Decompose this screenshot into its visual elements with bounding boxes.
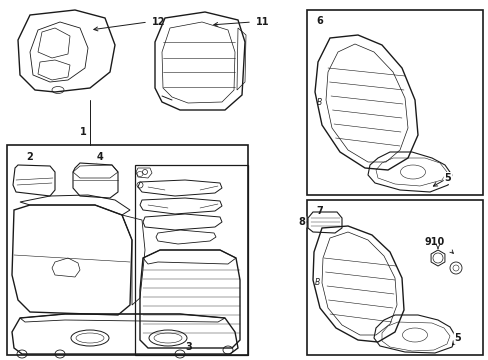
Text: 11: 11 xyxy=(256,17,269,27)
Bar xyxy=(135,165,247,355)
Bar xyxy=(7,145,247,355)
Text: 7: 7 xyxy=(315,206,322,216)
Text: 12: 12 xyxy=(152,17,165,27)
Text: 8: 8 xyxy=(298,217,305,227)
Text: 6: 6 xyxy=(315,16,322,26)
Text: B: B xyxy=(314,278,320,287)
Text: 4: 4 xyxy=(97,152,103,162)
Text: B: B xyxy=(316,98,322,107)
Bar xyxy=(306,200,482,355)
Text: 5: 5 xyxy=(454,333,461,343)
Text: 5: 5 xyxy=(444,173,450,183)
Text: 1: 1 xyxy=(80,127,87,137)
Bar xyxy=(306,10,482,195)
Text: 910: 910 xyxy=(424,237,444,247)
Text: 2: 2 xyxy=(26,152,33,162)
Text: 3: 3 xyxy=(185,342,192,352)
